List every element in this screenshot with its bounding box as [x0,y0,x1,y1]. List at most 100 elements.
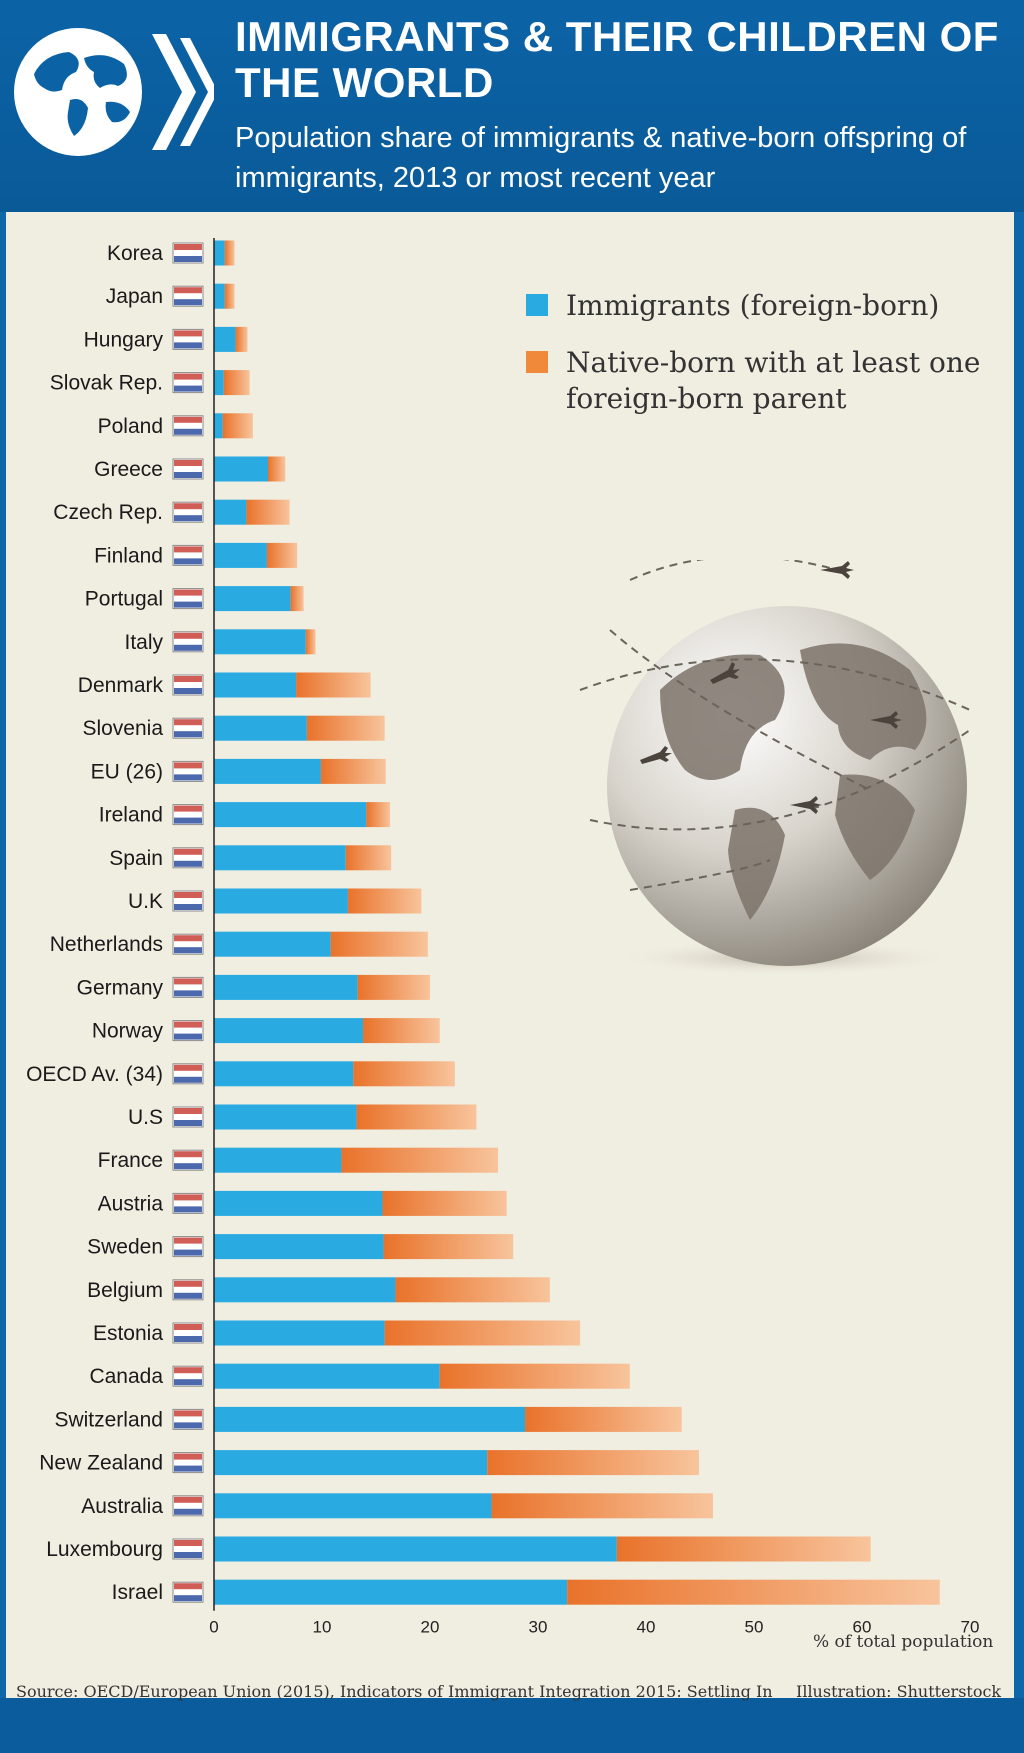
category-label-poland: Poland [98,415,163,438]
category-label-slovenia: Slovenia [82,717,163,740]
bar-native-born-italy [305,629,316,655]
bar-immigrants-u-s [214,1104,357,1130]
bar-native-born-japan [224,283,235,309]
bar-immigrants-belgium [214,1277,396,1303]
flag-icon-belgium [172,1279,204,1301]
category-label-israel: Israel [112,1581,163,1604]
x-tick-label-30: 30 [529,1618,548,1637]
bar-native-born-slovak-rep [223,370,250,396]
bar-native-born-korea [224,240,235,266]
category-label-luxembourg: Luxembourg [46,1538,163,1561]
bar-native-born-sweden [383,1234,514,1260]
bar-native-born-australia [491,1493,713,1519]
bar-immigrants-austria [214,1190,383,1216]
category-label-estonia: Estonia [93,1322,163,1345]
bar-immigrants-canada [214,1363,440,1389]
illustration-credit: Illustration: Shutterstock [796,1682,1002,1701]
flag-icon-ireland [172,804,204,826]
flag-icon-poland [172,415,204,437]
bar-immigrants-ireland [214,802,367,828]
bar-native-born-u-k [347,888,422,914]
bar-immigrants-slovak-rep [214,370,224,396]
flag-icon-germany [172,976,204,998]
bar-immigrants-oecd-av-34 [214,1061,354,1087]
bar-immigrants-australia [214,1493,492,1519]
bar-immigrants-u-k [214,888,348,914]
page-title: IMMIGRANTS & THEIR CHILDREN OF THE WORLD [235,13,999,106]
bar-immigrants-switzerland [214,1406,526,1432]
bar-immigrants-estonia [214,1320,385,1346]
bar-native-born-greece [268,456,286,482]
category-label-finland: Finland [94,544,163,567]
bar-native-born-slovenia [306,715,385,741]
bar-native-born-denmark [296,672,371,698]
legend-swatch-native-born [526,351,548,373]
category-label-germany: Germany [77,976,164,999]
bar-immigrants-italy [214,629,306,655]
bar-immigrants-denmark [214,672,297,698]
flag-icon-slovenia [172,717,204,739]
bar-native-born-poland [222,413,253,439]
flag-icon-estonia [172,1322,204,1344]
footer-bar [0,1698,1024,1753]
bar-immigrants-sweden [214,1234,384,1260]
bar-immigrants-poland [214,413,223,439]
x-tick-label-10: 10 [313,1618,332,1637]
source-note: Source: OECD/European Union (2015), Indi… [16,1682,773,1701]
category-label-france: France [98,1149,163,1172]
bar-native-born-luxembourg [616,1536,871,1562]
bar-native-born-germany [357,974,430,1000]
category-label-u-s: U.S [128,1106,163,1129]
flag-icon-switzerland [172,1408,204,1430]
flag-icon-luxembourg [172,1538,204,1560]
bar-immigrants-israel [214,1579,568,1605]
bar-immigrants-korea [214,240,225,266]
bar-native-born-israel [567,1579,940,1605]
category-label-italy: Italy [124,631,163,654]
bar-native-born-hungary [235,326,248,352]
flag-icon-italy [172,631,204,653]
category-label-korea: Korea [107,242,163,265]
bar-immigrants-slovenia [214,715,307,741]
globe-illustration [579,560,971,976]
bar-native-born-ireland [366,802,391,828]
category-label-japan: Japan [106,285,163,308]
bar-native-born-finland [266,542,298,568]
category-label-hungary: Hungary [84,328,164,351]
x-axis-label: % of total population [813,1632,994,1652]
bar-immigrants-hungary [214,326,236,352]
category-label-slovak-rep: Slovak Rep. [50,372,163,395]
bar-native-born-portugal [290,586,304,612]
flag-icon-new-zealand [172,1452,204,1474]
category-label-switzerland: Switzerland [54,1408,163,1431]
x-tick-label-70: 70 [961,1618,980,1637]
category-label-sweden: Sweden [87,1236,163,1259]
bar-native-born-u-s [356,1104,477,1130]
x-tick-label-60: 60 [853,1618,872,1637]
bar-native-born-czech-rep [246,499,290,525]
bar-native-born-switzerland [525,1406,682,1432]
flag-icon-slovak-rep [172,372,204,394]
flag-icon-eu-26 [172,760,204,782]
bar-native-born-norway [363,1018,440,1044]
flag-icon-u-k [172,890,204,912]
bar-immigrants-greece [214,456,268,482]
flag-icon-korea [172,242,204,264]
bar-immigrants-eu-26 [214,758,321,784]
flag-icon-israel [172,1581,204,1603]
flag-icon-austria [172,1192,204,1214]
bar-immigrants-norway [214,1018,364,1044]
category-label-portugal: Portugal [85,588,163,611]
category-label-spain: Spain [109,847,163,870]
flag-icon-japan [172,285,204,307]
category-label-canada: Canada [89,1365,163,1388]
bar-native-born-oecd-av-34 [353,1061,455,1087]
flag-icon-czech-rep [172,501,204,523]
flag-icon-u-s [172,1106,204,1128]
bar-native-born-belgium [395,1277,550,1303]
flag-icon-spain [172,847,204,869]
bar-immigrants-new-zealand [214,1450,488,1476]
category-label-ireland: Ireland [99,804,163,827]
bar-native-born-netherlands [330,931,428,957]
category-label-greece: Greece [94,458,163,481]
